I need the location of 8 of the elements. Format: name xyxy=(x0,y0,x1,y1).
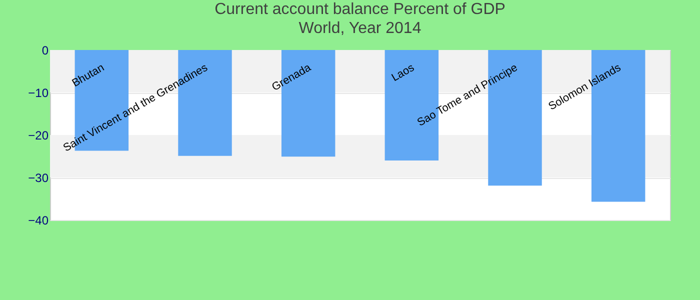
y-tick-label: −40 xyxy=(28,214,49,228)
y-tick-label: −20 xyxy=(28,128,49,142)
y-tick-label: 0 xyxy=(42,44,49,58)
chart-subtitle: World, Year 2014 xyxy=(298,20,422,37)
y-tick-label: −30 xyxy=(28,171,49,185)
x-tick-label: Laos xyxy=(390,62,417,84)
y-tick-label: −10 xyxy=(28,86,49,100)
chart-title: Current account balance Percent of GDP xyxy=(214,1,506,18)
